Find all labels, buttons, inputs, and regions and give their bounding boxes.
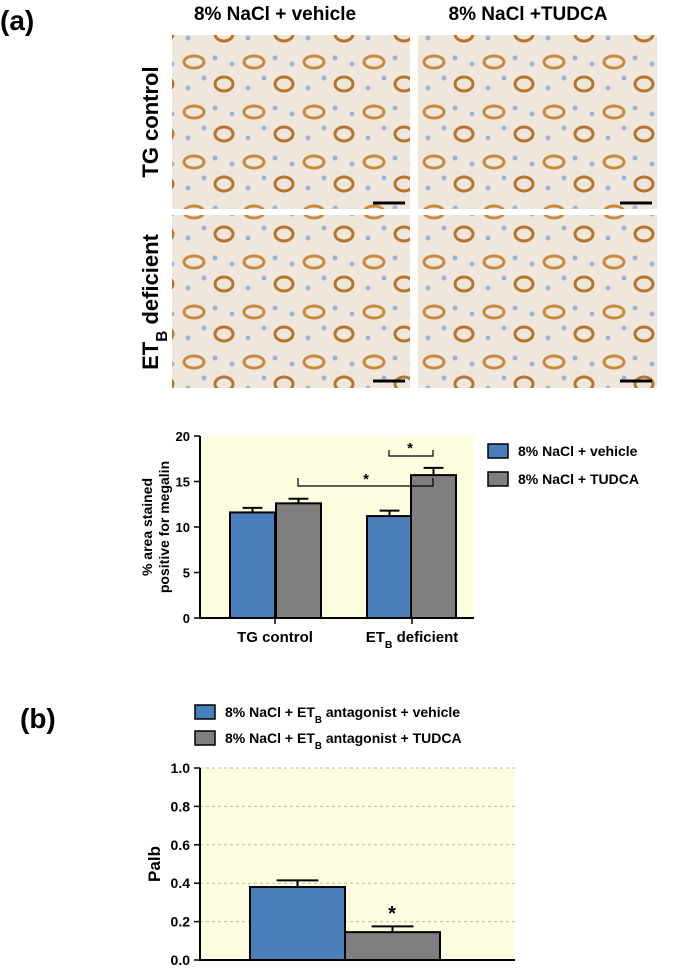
error-bar xyxy=(371,925,414,933)
axes xyxy=(199,436,474,619)
y-tick-label: 1.0 xyxy=(171,760,191,776)
row-label-part: deficient xyxy=(138,233,163,330)
legend-swatch xyxy=(194,704,216,720)
bar xyxy=(410,474,457,619)
legend-label-part: 8% NaCl + ET xyxy=(225,704,315,720)
y-axis-label-part: P xyxy=(145,871,164,882)
significance-label: * xyxy=(363,471,369,488)
axes xyxy=(199,768,515,961)
legend-label-part: antagonist + vehicle xyxy=(322,704,460,720)
scale-bars xyxy=(373,201,652,383)
legend-label: 8% NaCl + ETB antagonist + vehicle xyxy=(225,704,460,726)
y-tick-label: 15 xyxy=(176,475,190,490)
row-label: TG control xyxy=(138,66,163,177)
micrographs xyxy=(172,35,657,388)
row-label: ETB deficient xyxy=(138,233,171,369)
y-tick-label: 0.6 xyxy=(171,837,191,853)
legend-label-part: B xyxy=(315,715,322,726)
row-label-part: TG control xyxy=(138,66,163,177)
y-tick-label: 20 xyxy=(176,429,190,444)
legend-label: 8% NaCl + vehicle xyxy=(518,443,638,459)
y-tick-label: 5 xyxy=(183,566,190,581)
legend-label-part: 8% NaCl + vehicle xyxy=(518,443,638,459)
micrograph xyxy=(172,35,410,209)
y-tick-label: 0.4 xyxy=(171,875,191,891)
legend-label-part: antagonist + TUDCA xyxy=(322,730,462,746)
bar xyxy=(229,511,276,619)
x-tick-label-part: deficient xyxy=(392,629,458,646)
bar xyxy=(366,515,413,620)
y-axis-label: positive for megalin xyxy=(156,461,172,593)
row-label-part: B xyxy=(154,331,171,342)
legend-label-part: 8% NaCl + ET xyxy=(225,730,315,746)
y-tick-label: 0.2 xyxy=(171,914,191,930)
legend-label-part: B xyxy=(315,741,322,752)
bar xyxy=(249,886,346,961)
legend-label: 8% NaCl + TUDCA xyxy=(518,471,639,487)
bar xyxy=(275,502,322,619)
x-tick-label-part: TG control xyxy=(237,629,313,646)
error-bar xyxy=(423,466,444,476)
legend-swatch xyxy=(487,471,509,487)
x-tick-label-part: B xyxy=(385,639,393,651)
panel-label: (b) xyxy=(20,703,56,734)
y-axis-label: % area stained xyxy=(139,478,155,576)
legend-label: 8% NaCl + ETB antagonist + TUDCA xyxy=(225,730,462,752)
column-header: 8% NaCl + vehicle xyxy=(194,4,356,25)
significance-label: * xyxy=(407,440,413,457)
x-tick-label: ETB deficient xyxy=(366,629,459,651)
significance-bracket xyxy=(388,450,434,457)
legend-swatch xyxy=(194,730,216,746)
legend-swatch xyxy=(487,443,509,459)
error-bar xyxy=(379,509,400,517)
error-bar xyxy=(242,506,263,513)
micrograph xyxy=(418,35,657,209)
x-tick-label: TG control xyxy=(237,629,313,646)
y-tick-label: 0 xyxy=(183,611,190,626)
error-bar xyxy=(276,879,319,888)
error-bar xyxy=(288,497,309,504)
significance-bracket xyxy=(297,478,434,487)
y-tick-label: 10 xyxy=(176,520,190,535)
y-axis-label-part: alb xyxy=(145,846,164,871)
row-label-part: ET xyxy=(138,341,163,370)
y-tick-label: 0.0 xyxy=(171,952,191,968)
y-axis-label: Palb xyxy=(145,846,164,882)
micrograph xyxy=(172,215,410,388)
panel-label: (a) xyxy=(0,5,34,36)
legend-label-part: 8% NaCl + TUDCA xyxy=(518,471,639,487)
micrograph xyxy=(418,215,657,388)
bar xyxy=(344,931,441,961)
y-tick-label: 0.8 xyxy=(171,798,191,814)
column-header: 8% NaCl +TUDCA xyxy=(449,4,608,25)
x-tick-label-part: ET xyxy=(366,629,385,646)
significance-label: * xyxy=(388,903,396,925)
